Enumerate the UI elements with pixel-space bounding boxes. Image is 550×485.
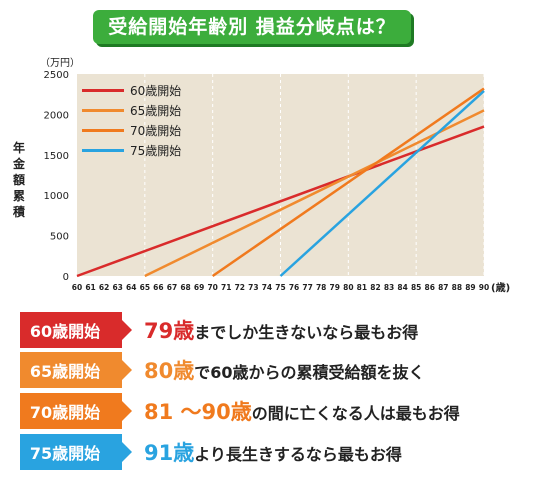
- x-tick-label: 76: [289, 283, 299, 292]
- series-line: [279, 90, 485, 277]
- x-tick-label: 85: [411, 283, 421, 292]
- series-line: [211, 87, 485, 278]
- legend-swatch: [82, 148, 124, 152]
- highlight-age: 80歳: [144, 359, 195, 383]
- y-tick-label: 500: [50, 232, 69, 243]
- x-tick-label: 83: [384, 283, 394, 292]
- legend-label: 75歳開始: [130, 143, 182, 158]
- y-tick-label: 1000: [44, 191, 69, 202]
- legend-item: 75歳開始: [82, 140, 181, 160]
- summary-body: の間に亡くなる人は最もお得: [251, 404, 460, 423]
- x-tick-label: 90: [479, 283, 489, 292]
- x-tick-label: 61: [85, 283, 95, 292]
- legend-item: 65歳開始: [82, 100, 181, 120]
- summary-text: 80歳で60歳からの累積受給額を抜く: [144, 355, 425, 385]
- x-tick-label: 89: [465, 283, 475, 292]
- x-tick-label: 77: [302, 283, 312, 292]
- x-tick-label: 78: [316, 283, 326, 292]
- x-tick-label: 72: [235, 283, 245, 292]
- x-tick-label: 81: [357, 283, 367, 292]
- tag-70: 70歳開始: [20, 393, 132, 429]
- title-banner: 受給開始年齢別 損益分岐点は？: [93, 10, 411, 44]
- legend-item: 70歳開始: [82, 120, 181, 140]
- summary-text: 81 〜90歳の間に亡くなる人は最もお得: [144, 396, 460, 426]
- summary-row-75: 75歳開始 91歳より長生きするなら最もお得: [20, 434, 402, 470]
- x-tick-label: 73: [248, 283, 258, 292]
- summary-row-60: 60歳開始 79歳までしか生きないなら最もお得: [20, 312, 418, 348]
- x-tick-label: 70: [207, 283, 217, 292]
- summary-body: までしか生きないなら最もお得: [194, 323, 419, 342]
- summary-text: 91歳より長生きするなら最もお得: [144, 437, 402, 467]
- x-tick-label: 62: [99, 283, 109, 292]
- x-tick-label: 71: [221, 283, 231, 292]
- summary-body: より長生きするなら最もお得: [194, 445, 402, 464]
- summary-row-70: 70歳開始 81 〜90歳の間に亡くなる人は最もお得: [20, 393, 460, 429]
- y-tick-label: 2500: [44, 70, 69, 81]
- x-tick-label: 87: [438, 283, 448, 292]
- summary-body: で60歳からの累積受給額を抜く: [194, 363, 425, 382]
- y-unit-label: （万円）: [40, 58, 80, 69]
- legend-item: 60歳開始: [82, 80, 181, 100]
- x-tick-label: 88: [452, 283, 462, 292]
- line-chart: 0 500 1000 1500 2000 2500 60 61 62 63 64 65 66 67 68 69…: [44, 70, 490, 292]
- x-unit-label: (歳): [491, 283, 511, 294]
- x-tick-label: 63: [112, 283, 122, 292]
- legend-label: 70歳開始: [130, 123, 182, 138]
- legend-swatch: [82, 88, 124, 92]
- highlight-age: 79歳: [144, 319, 195, 343]
- legend-swatch: [82, 128, 124, 132]
- tag-75: 75歳開始: [20, 434, 132, 470]
- legend-swatch: [82, 108, 124, 112]
- legend-label: 60歳開始: [130, 83, 182, 98]
- x-tick-label: 74: [262, 283, 272, 292]
- x-tick-label: 68: [180, 283, 190, 292]
- x-tick-label: 86: [425, 283, 435, 292]
- x-tick-label: 75: [275, 283, 285, 292]
- x-tick-label: 82: [370, 283, 380, 292]
- chart-legend: 60歳開始 65歳開始 70歳開始 75歳開始: [82, 80, 181, 160]
- y-axis-label: 年金額累積: [12, 141, 25, 219]
- legend-label: 65歳開始: [130, 103, 182, 118]
- series-line: [144, 109, 485, 278]
- x-tick-label: 60: [72, 283, 82, 292]
- summary-text: 79歳までしか生きないなら最もお得: [144, 315, 418, 345]
- y-tick-label: 2000: [44, 110, 69, 121]
- x-tick-label: 84: [397, 283, 407, 292]
- tag-65: 65歳開始: [20, 352, 132, 388]
- x-tick-label: 65: [140, 283, 150, 292]
- y-tick-label: 0: [63, 272, 69, 283]
- highlight-age: 91歳: [144, 441, 195, 465]
- tag-60: 60歳開始: [20, 312, 132, 348]
- y-tick-label: 1500: [44, 151, 69, 162]
- x-tick-label: 66: [153, 283, 163, 292]
- x-tick-label: 64: [126, 283, 136, 292]
- x-tick-label: 69: [194, 283, 204, 292]
- x-tick-label: 79: [330, 283, 340, 292]
- summary-row-65: 65歳開始 80歳で60歳からの累積受給額を抜く: [20, 352, 425, 388]
- highlight-age: 81 〜90歳: [144, 400, 252, 424]
- x-tick-label: 80: [343, 283, 353, 292]
- x-tick-label: 67: [167, 283, 177, 292]
